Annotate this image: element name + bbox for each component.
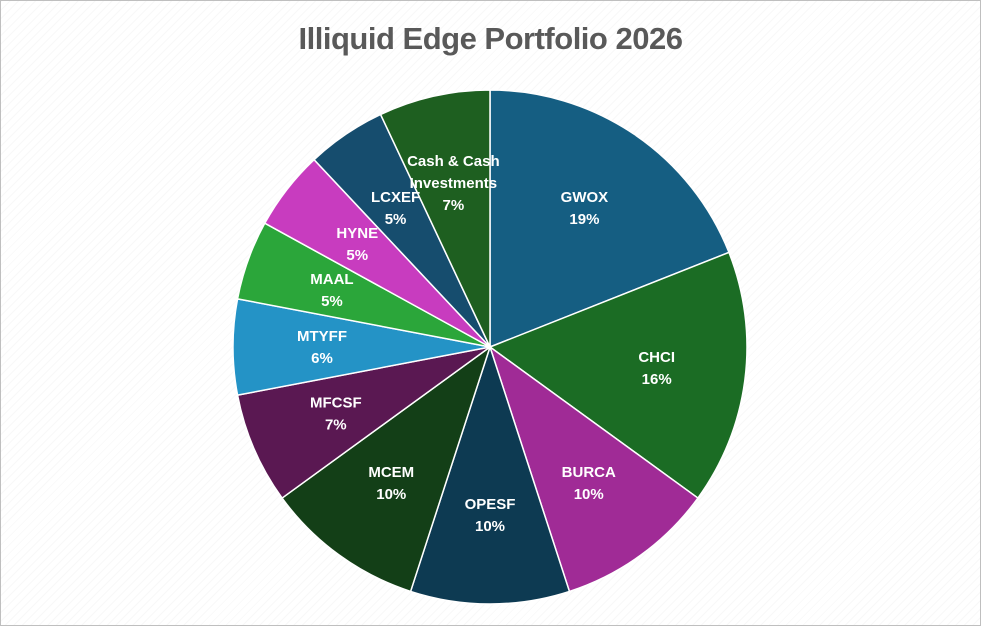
data-label-cash-cash-investments: Cash & Cash Investments 7% <box>407 153 500 214</box>
data-label-value: 19% <box>569 211 599 228</box>
pie-data-labels: GWOX 19% CHCI 16% BURCA 10% OPESF 10% MCEM 10% MFC… <box>297 153 675 535</box>
data-label-hyne: HYNE 5% <box>336 225 378 264</box>
data-label-category: MTYFF <box>297 328 347 345</box>
data-label-value: 5% <box>385 211 407 228</box>
data-label-category: MCEM <box>368 464 414 481</box>
data-label-category: LCXEF <box>371 189 420 206</box>
data-label-gwox: GWOX 19% <box>561 189 609 228</box>
chart-title: Illiquid Edge Portfolio 2026 <box>298 21 683 56</box>
data-label-value: 5% <box>321 293 343 310</box>
data-label-mfcsf: MFCSF 7% <box>310 395 362 434</box>
data-label-chci: CHCI 16% <box>638 349 675 388</box>
data-label-category: BURCA <box>562 464 616 481</box>
pie-slices <box>232 89 748 605</box>
data-label-category: MAAL <box>310 271 353 288</box>
data-label-category: HYNE <box>336 225 378 242</box>
data-label-value: 7% <box>443 197 465 214</box>
data-label-category: Investments <box>410 175 498 192</box>
data-label-value: 16% <box>642 371 672 388</box>
pie-slice-opesf <box>409 344 571 605</box>
pie-slice-gwox <box>489 89 730 349</box>
data-label-mcem: MCEM 10% <box>368 464 414 503</box>
data-label-mtyff: MTYFF 6% <box>297 328 347 367</box>
data-label-category: OPESF <box>465 496 516 513</box>
pie-slice-cash-cash-investments <box>379 89 491 348</box>
data-label-maal: MAAL 5% <box>310 271 353 310</box>
pie-slice-chci <box>488 251 748 500</box>
data-label-burca: BURCA 10% <box>562 464 616 503</box>
pie-slice-mcem <box>281 345 492 593</box>
data-label-value: 10% <box>574 486 604 503</box>
pie-slice-mfcsf <box>236 346 491 500</box>
data-label-value: 6% <box>311 350 333 367</box>
data-label-value: 10% <box>475 518 505 535</box>
data-label-category: Cash & Cash <box>407 153 500 170</box>
data-label-category: MFCSF <box>310 395 362 412</box>
data-label-lcxef: LCXEF 5% <box>371 189 420 228</box>
data-label-opesf: OPESF 10% <box>465 496 516 535</box>
pie-slice-burca <box>488 345 699 593</box>
data-label-value: 7% <box>325 417 347 434</box>
data-label-value: 5% <box>346 247 368 264</box>
data-label-value: 10% <box>376 486 406 503</box>
data-label-category: CHCI <box>638 349 675 366</box>
data-label-category: GWOX <box>561 189 609 206</box>
